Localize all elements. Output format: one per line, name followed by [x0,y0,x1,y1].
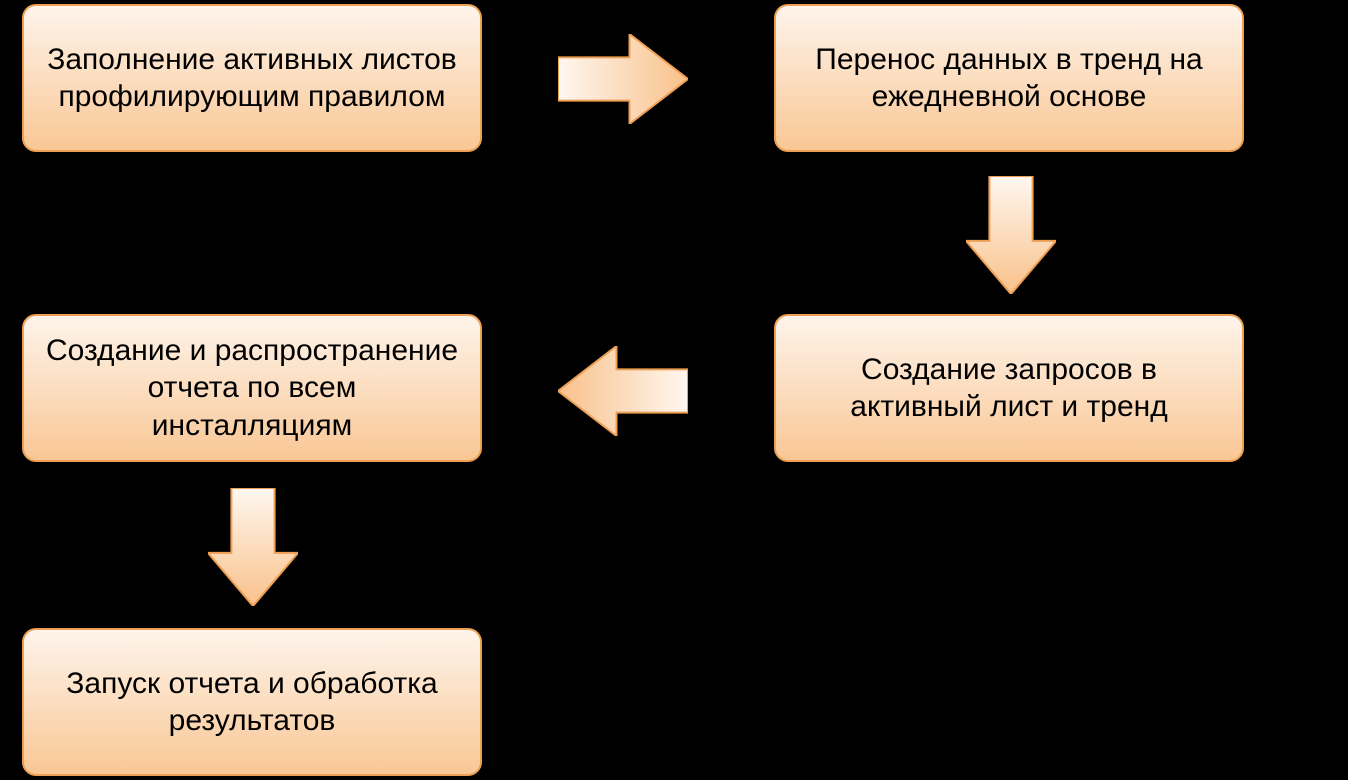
arrow-left-icon [558,346,688,436]
flow-node-1: Заполнение активных листов профилирующим… [22,4,482,152]
arrow-down-icon [966,176,1056,294]
flow-node-2: Перенос данных в тренд на ежедневной осн… [774,4,1244,152]
flow-node-4-label: Создание и распространение отчета по все… [44,332,460,445]
flow-node-3-label: Создание запросов в активный лист и трен… [796,351,1222,426]
flow-node-5-label: Запуск отчета и обработка результатов [44,665,460,740]
flow-node-1-label: Заполнение активных листов профилирующим… [44,41,460,116]
flow-node-3: Создание запросов в активный лист и трен… [774,314,1244,462]
arrow-right-icon [558,34,688,124]
arrow-down-icon-2 [208,488,298,606]
flow-node-2-label: Перенос данных в тренд на ежедневной осн… [796,41,1222,116]
flow-node-5: Запуск отчета и обработка результатов [22,628,482,776]
flow-node-4: Создание и распространение отчета по все… [22,314,482,462]
